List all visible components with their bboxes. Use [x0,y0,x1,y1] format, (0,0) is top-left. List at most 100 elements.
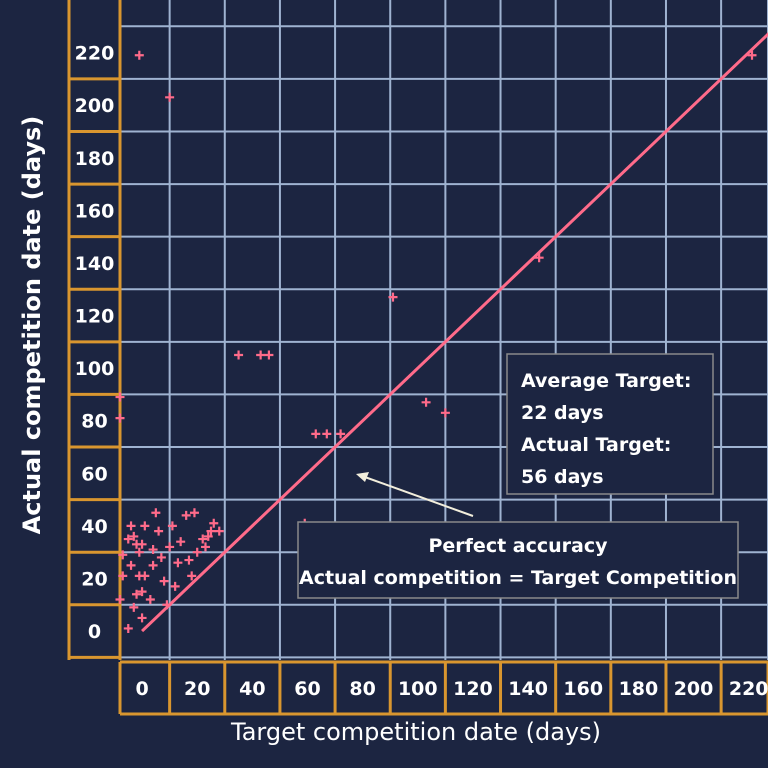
y-tick-label: 140 [75,253,115,275]
x-axis: 0 20 40 60 80 100 120 140 160 180 200 220 [118,660,768,716]
x-tick-label: 160 [563,678,603,700]
accuracy-box [297,521,739,599]
data-point [148,560,158,570]
data-point [176,537,186,547]
summary-line: 56 days [521,466,604,488]
x-tick-label: 140 [508,678,548,700]
data-point [200,542,210,552]
x-tick-label: 220 [729,678,768,700]
x-tick-label: 180 [619,678,659,700]
data-point [154,526,164,536]
data-point [198,534,208,544]
summary-annotation: Average Target: 22 days Actual Target: 56 d… [506,353,714,495]
summary-line: 22 days [521,402,604,424]
data-point [165,92,175,102]
data-point [264,350,274,360]
y-tick-label: 100 [75,358,115,380]
data-point [118,550,128,560]
y-tick-label: 80 [81,411,107,433]
data-point [129,602,139,612]
x-tick-label: 80 [349,678,375,700]
x-axis-title: Target competition date (days) [230,718,601,746]
data-point [156,552,166,562]
data-point [140,521,150,531]
data-point [189,508,199,518]
data-point [311,429,321,439]
data-point [137,587,147,597]
data-point [256,350,266,360]
y-tick-label: 180 [75,148,115,170]
data-point [132,589,142,599]
x-tick-label: 120 [453,678,493,700]
data-point [747,50,757,60]
perfect-accuracy-line [141,32,768,633]
summary-line: Average Target: [521,370,691,392]
data-point [167,521,177,531]
y-tick-label: 120 [75,306,115,328]
data-point [115,413,125,423]
data-point [126,560,136,570]
data-point [534,253,544,263]
data-point [140,571,150,581]
data-point [421,397,431,407]
data-point [159,576,169,586]
data-point [440,408,450,418]
y-tick-label: 0 [88,621,101,643]
data-point [181,510,191,520]
y-tick-label: 200 [75,95,115,117]
y-tick-label: 160 [75,200,115,222]
data-point [115,392,125,402]
x-tick-label: 100 [398,678,438,700]
data-point [209,518,219,528]
data-point [192,547,202,557]
data-point [162,600,172,610]
data-point [115,595,125,605]
data-point [118,571,128,581]
data-point [388,292,398,302]
data-points [115,50,757,633]
data-point [203,531,213,541]
y-tick-label: 20 [81,568,107,590]
data-point [123,534,133,544]
y-axis-title: Actual competition date (days) [18,116,46,535]
x-tick-label: 20 [184,678,210,700]
data-point [134,50,144,60]
y-axis: 0 20 40 60 80 100 120 140 160 180 200 220 [67,0,122,660]
data-point [134,547,144,557]
data-point [206,526,216,536]
summary-line: Actual Target: [521,434,671,456]
data-point [234,350,244,360]
accuracy-arrow-head [356,472,369,482]
data-point [151,508,161,518]
data-point [170,581,180,591]
accuracy-annotation: Perfect accuracy Actual competition = Tar… [297,472,739,599]
grid [119,0,768,660]
y-tick-label: 60 [81,463,107,485]
data-point [336,429,346,439]
x-tick-label: 0 [135,678,148,700]
x-tick-label: 60 [294,678,320,700]
data-point [184,555,194,565]
data-point [214,526,224,536]
x-tick-label: 200 [674,678,714,700]
data-point [165,542,175,552]
data-point [145,595,155,605]
y-tick-label: 220 [75,43,115,65]
data-point [187,571,197,581]
data-point [137,539,147,549]
accuracy-line: Perfect accuracy [428,535,608,557]
data-point [148,545,158,555]
y-tick-label: 40 [81,516,107,538]
summary-box [506,353,714,495]
data-point [123,623,133,633]
x-tick-label: 40 [239,678,265,700]
data-point [126,521,136,531]
data-point [137,613,147,623]
accuracy-arrow [361,475,474,517]
data-point [173,558,183,568]
data-point [129,531,139,541]
accuracy-line: Actual competition = Target Competition [299,567,737,589]
data-point [322,429,332,439]
